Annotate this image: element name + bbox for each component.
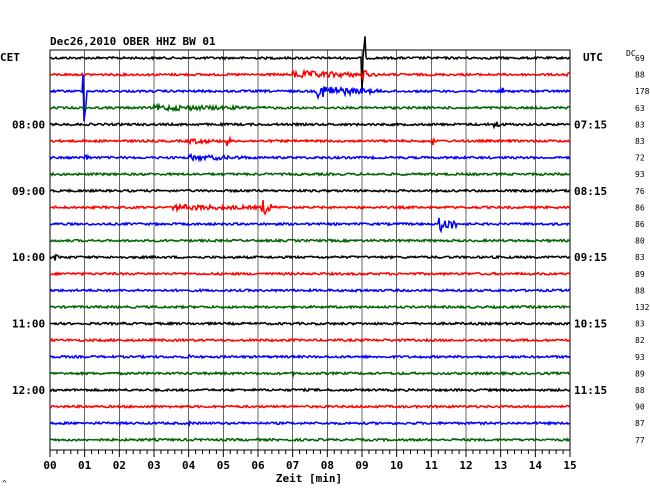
- trace-line: [49, 437, 571, 443]
- trace-line: [50, 370, 571, 379]
- right-time-label: 07:15: [574, 118, 607, 131]
- trace-line: [49, 337, 571, 343]
- dc-value: 88: [635, 286, 645, 295]
- right-time-labels: 07:15 08:15 09:15 10:15 11:15: [574, 118, 607, 397]
- dc-value: 63: [635, 104, 645, 113]
- trace-line: [49, 188, 571, 194]
- x-tick-label: 05: [217, 459, 230, 472]
- dc-value: 83: [635, 320, 645, 329]
- dc-value: 83: [635, 253, 645, 262]
- chart-title: Dec26,2010 OBER HHZ BW 01: [50, 35, 216, 48]
- x-tick-label: 13: [494, 459, 507, 472]
- dc-value: 93: [635, 170, 645, 179]
- x-tick-label: 00: [43, 459, 56, 472]
- left-hour-label: 09:00: [12, 185, 45, 198]
- x-tick-label: 07: [286, 459, 299, 472]
- trace-line: [49, 353, 571, 360]
- trace-line: [50, 217, 570, 234]
- dc-header: DC: [626, 49, 636, 58]
- dc-value: 90: [635, 403, 645, 412]
- dc-value: 77: [635, 436, 645, 445]
- dc-value: 76: [635, 187, 645, 196]
- dc-value: 72: [635, 154, 645, 163]
- dc-value: 83: [635, 120, 645, 129]
- dc-value: 82: [635, 336, 645, 345]
- x-tick-label: 03: [147, 459, 160, 472]
- x-tick-label: 15: [563, 459, 576, 472]
- right-time-label: 10:15: [574, 318, 607, 331]
- x-tick-label: 14: [529, 459, 543, 472]
- left-hour-label: 08:00: [12, 118, 45, 131]
- trace-line: [49, 152, 571, 163]
- trace-line: [49, 287, 571, 293]
- left-hour-label: 12:00: [12, 384, 45, 397]
- dc-values: 69 88 178 63 83 83 72 93 76 86 86 80 83 89 88 132 83 82 93…: [635, 54, 650, 445]
- left-hour-labels: 08:00 09:00 10:00 11:00 12:00: [12, 118, 45, 397]
- left-hour-label: 10:00: [12, 251, 45, 264]
- dc-value: 132: [635, 303, 650, 312]
- trace-line: [49, 200, 571, 216]
- x-tick-label: 12: [459, 459, 472, 472]
- x-tick-label: 09: [355, 459, 368, 472]
- dc-value: 86: [635, 203, 645, 212]
- dc-value: 83: [635, 137, 645, 146]
- dc-value: 87: [635, 419, 645, 428]
- corner-mark: ^: [2, 479, 7, 488]
- x-tick-label: 02: [113, 459, 126, 472]
- dc-value: 88: [635, 386, 645, 395]
- x-tick-label: 01: [78, 459, 92, 472]
- x-tick-label: 10: [390, 459, 403, 472]
- x-tick-label: 06: [251, 459, 265, 472]
- right-time-label: 11:15: [574, 384, 607, 397]
- trace-line: [49, 237, 571, 244]
- trace-line: [49, 253, 570, 261]
- plot-frame: [49, 49, 571, 451]
- dc-value: 88: [635, 71, 645, 80]
- trace-group: [49, 36, 571, 443]
- right-time-label: 08:15: [574, 185, 607, 198]
- dc-value: 89: [635, 369, 645, 378]
- right-timezone-label: UTC: [583, 51, 603, 64]
- dc-value: 86: [635, 220, 645, 229]
- trace-line: [49, 36, 571, 94]
- dc-value: 69: [635, 54, 645, 63]
- trace-line: [49, 420, 571, 428]
- x-axis-title: Zeit [min]: [276, 472, 342, 485]
- x-tick-label: 08: [321, 459, 334, 472]
- dc-value: 178: [635, 87, 650, 96]
- dc-value: 80: [635, 237, 645, 246]
- trace-line: [49, 135, 571, 146]
- dc-value: 89: [635, 270, 645, 279]
- x-tick-label: 04: [182, 459, 196, 472]
- trace-line: [49, 403, 571, 410]
- trace-line: [49, 304, 571, 310]
- trace-line: [49, 102, 571, 113]
- left-hour-label: 11:00: [12, 318, 45, 331]
- trace-line: [50, 320, 571, 327]
- trace-line: [49, 121, 571, 130]
- x-axis: 00 01 02 03 04 05 06 07 08 09 10 11 12 13 14 15: [43, 450, 577, 472]
- trace-line: [49, 271, 571, 277]
- left-timezone-label: CET: [0, 51, 20, 64]
- grid: [49, 49, 571, 451]
- right-time-label: 09:15: [574, 251, 607, 264]
- dc-value: 93: [635, 353, 645, 362]
- trace-line: [49, 387, 571, 393]
- trace-line: [49, 68, 571, 83]
- x-tick-label: 11: [425, 459, 439, 472]
- trace-line: [49, 171, 571, 177]
- trace-line: [49, 74, 571, 122]
